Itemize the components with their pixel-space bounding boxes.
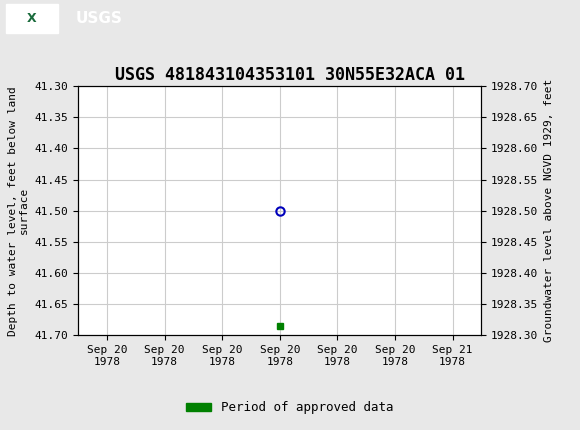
Y-axis label: Depth to water level, feet below land
surface: Depth to water level, feet below land su… [8,86,29,335]
Text: USGS: USGS [75,11,122,26]
Text: X: X [27,12,37,25]
FancyBboxPatch shape [6,3,58,33]
Legend: Period of approved data: Period of approved data [181,396,399,419]
Y-axis label: Groundwater level above NGVD 1929, feet: Groundwater level above NGVD 1929, feet [544,79,554,342]
Text: USGS 481843104353101 30N55E32ACA 01: USGS 481843104353101 30N55E32ACA 01 [115,66,465,84]
